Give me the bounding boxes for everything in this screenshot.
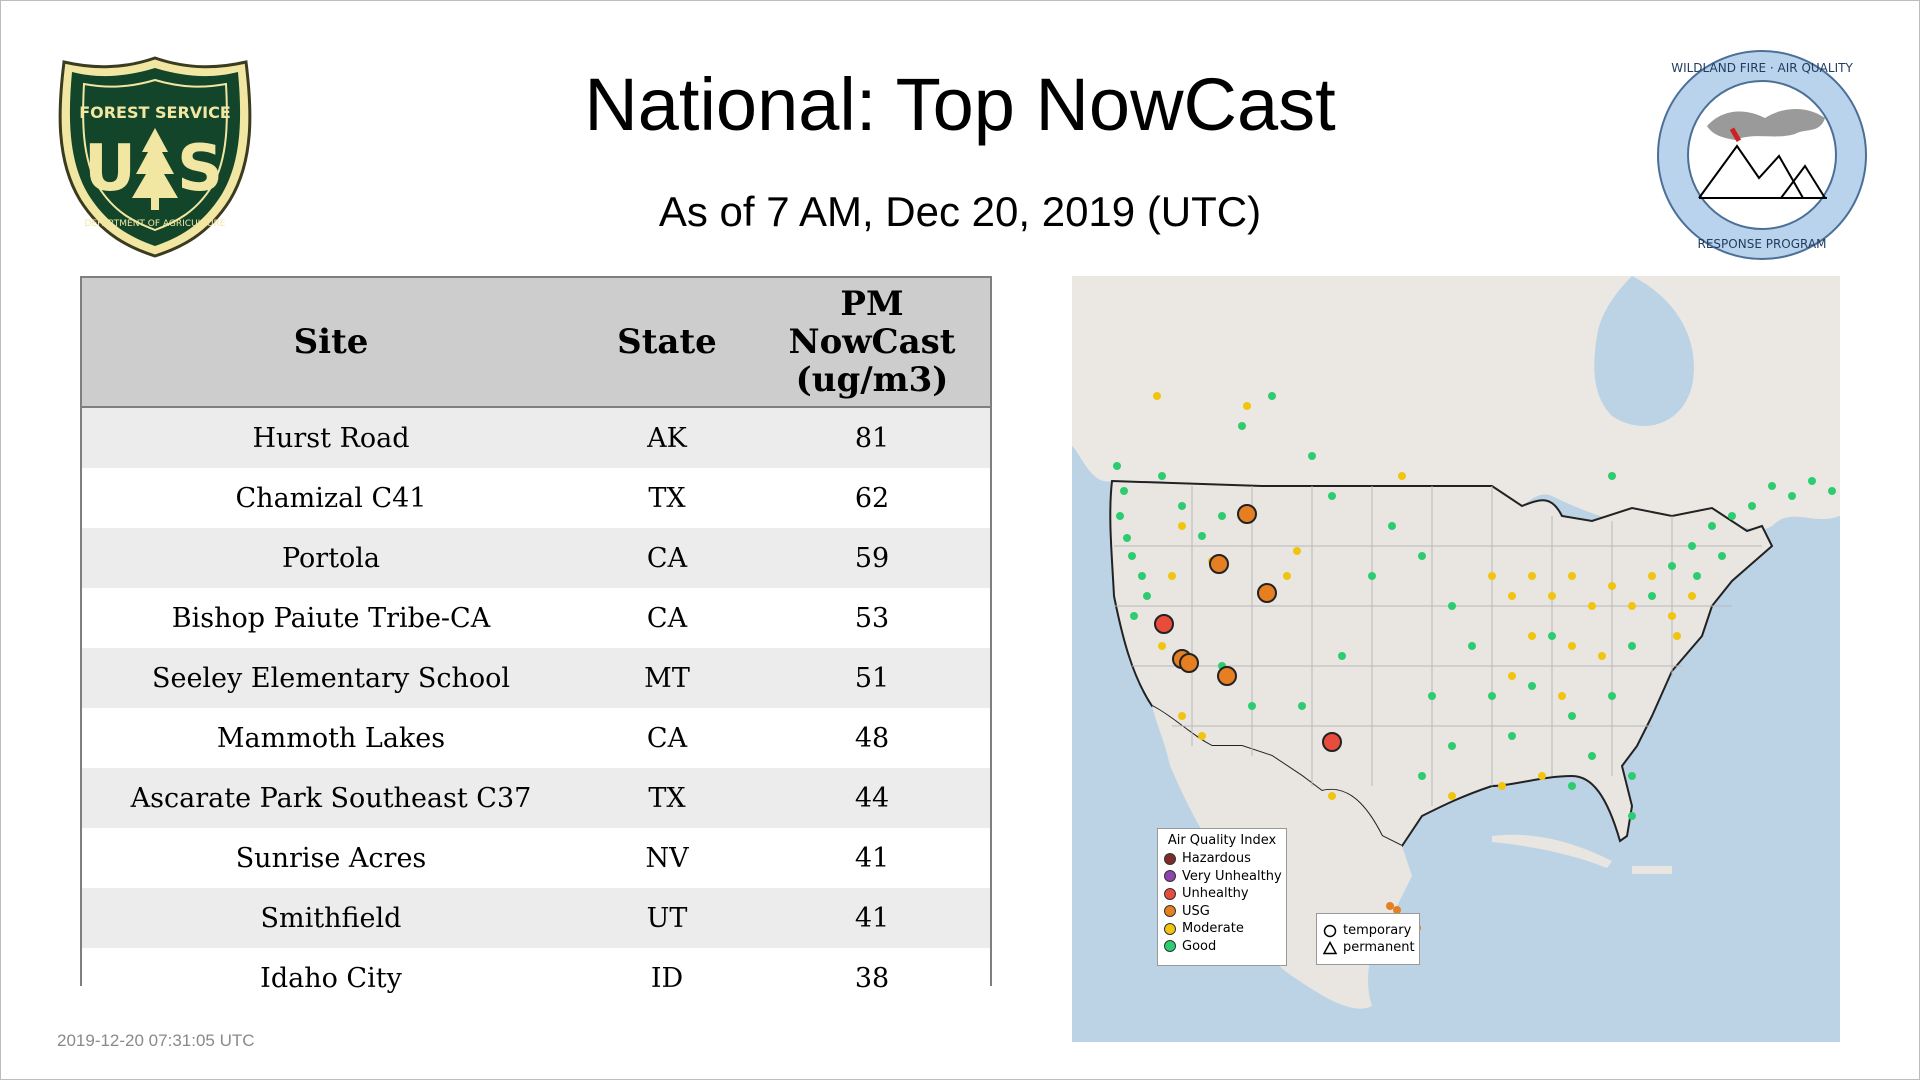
state-cell: CA [580, 588, 754, 648]
wfaq-bottom-text: RESPONSE PROGRAM [1698, 237, 1827, 251]
legend-label: Unhealthy [1182, 886, 1249, 902]
legend-item-permanent: permanent [1317, 939, 1419, 956]
site-cell: Mammoth Lakes [82, 708, 580, 768]
value-cell: 48 [754, 708, 990, 768]
state-cell: CA [580, 528, 754, 588]
value-cell: 53 [754, 588, 990, 648]
table-row: Bishop Paiute Tribe-CA CA 53 [82, 588, 990, 648]
value-cell: 41 [754, 828, 990, 888]
site-cell: Ascarate Park Southeast C37 [82, 768, 580, 828]
table-row: Hurst Road AK 81 [82, 407, 990, 468]
state-cell: UT [580, 888, 754, 948]
header-state: State [580, 278, 754, 408]
site-cell: Bishop Paiute Tribe-CA [82, 588, 580, 648]
wfaq-logo: WILDLAND FIRE · AIR QUALITY RESPONSE PRO… [1657, 50, 1867, 260]
legend-label: Good [1182, 938, 1217, 954]
circle-icon [1323, 924, 1337, 937]
page-subtitle: As of 7 AM, Dec 20, 2019 (UTC) [658, 188, 1262, 235]
moderate-sites [1153, 392, 1696, 800]
header-site: Site [82, 278, 580, 408]
unhealthy-sites [1154, 614, 1342, 752]
site-cell: Sunrise Acres [82, 828, 580, 888]
usfs-top-text: FOREST SERVICE [79, 103, 231, 122]
header-pm-line2: NowCast [788, 322, 956, 362]
usg-sites [1172, 504, 1277, 686]
legend-label: temporary [1343, 923, 1412, 938]
hudson-bay [1594, 276, 1694, 426]
table-row: Sunrise Acres NV 41 [82, 828, 990, 888]
svg-text:S: S [177, 132, 223, 206]
legend-item-good: Good [1158, 938, 1286, 956]
state-cell: MT [580, 648, 754, 708]
value-cell: 62 [754, 468, 990, 528]
site-cell: Smithfield [82, 888, 580, 948]
legend-label: Very Unhealthy [1182, 868, 1282, 884]
footer-timestamp: 2019-12-20 07:31:05 UTC [57, 1031, 255, 1050]
usg-dot-icon [1164, 905, 1176, 918]
header-pm-line1: PM [840, 284, 904, 324]
legend-item-very-unhealthy: Very Unhealthy [1158, 868, 1286, 886]
good-dot-icon [1164, 940, 1176, 953]
hazardous-dot-icon [1164, 852, 1176, 865]
header-pm: PM NowCast (ug/m3) [754, 278, 990, 408]
table-row: Smithfield UT 41 [82, 888, 990, 948]
wfaq-top-text: WILDLAND FIRE · AIR QUALITY [1671, 61, 1853, 75]
legend-label: Moderate [1182, 921, 1244, 937]
state-cell: CA [580, 708, 754, 768]
pine-tree-icon [132, 128, 178, 210]
legend-label: Hazardous [1182, 851, 1251, 867]
value-cell: 81 [754, 407, 990, 468]
good-sites [1113, 392, 1836, 820]
site-cell: Chamizal C41 [82, 468, 580, 528]
value-cell: 51 [754, 648, 990, 708]
usfs-bottom-text: DEPARTMENT OF AGRICULTURE [85, 219, 226, 229]
site-cell: Idaho City [82, 948, 580, 1008]
site-cell: Portola [82, 528, 580, 588]
site-cell: Hurst Road [82, 407, 580, 468]
value-cell: 59 [754, 528, 990, 588]
cuba [1492, 834, 1612, 868]
table-row: Idaho City ID 38 [82, 948, 990, 1008]
value-cell: 38 [754, 948, 990, 1008]
usfs-logo: FOREST SERVICE U S DEPARTMENT OF AGRICUL… [58, 56, 252, 258]
page-title: National: Top NowCast [584, 63, 1336, 146]
unhealthy-dot-icon [1164, 887, 1176, 900]
legend-label: USG [1182, 903, 1210, 919]
site-cell: Seeley Elementary School [82, 648, 580, 708]
hispaniola [1632, 866, 1672, 874]
us-land [1109, 479, 1774, 848]
state-cell: AK [580, 407, 754, 468]
svg-text:U: U [84, 132, 136, 206]
value-cell: 44 [754, 768, 990, 828]
table-row: Ascarate Park Southeast C37 TX 44 [82, 768, 990, 828]
state-cell: NV [580, 828, 754, 888]
aqi-map [1072, 276, 1840, 1042]
legend-item-temporary: temporary [1317, 922, 1419, 939]
legend-item-moderate: Moderate [1158, 920, 1286, 938]
aqi-legend: Air Quality Index Hazardous Very Unhealt… [1157, 828, 1287, 966]
legend-item-usg: USG [1158, 903, 1286, 921]
value-cell: 41 [754, 888, 990, 948]
header-pm-line3: (ug/m3) [795, 360, 949, 400]
table-row: Seeley Elementary School MT 51 [82, 648, 990, 708]
state-cell: TX [580, 768, 754, 828]
site-type-legend: temporary permanent [1316, 913, 1420, 965]
legend-title: Air Quality Index [1167, 833, 1277, 848]
moderate-dot-icon [1164, 922, 1176, 935]
table-row: Mammoth Lakes CA 48 [82, 708, 990, 768]
very-unhealthy-dot-icon [1164, 870, 1176, 883]
legend-item-hazardous: Hazardous [1158, 850, 1286, 868]
state-cell: ID [580, 948, 754, 1008]
table-row: Chamizal C41 TX 62 [82, 468, 990, 528]
legend-label: permanent [1343, 940, 1415, 955]
nowcast-table: Site State PM NowCast (ug/m3) Hurst Road… [80, 276, 992, 1008]
table-row: Portola CA 59 [82, 528, 990, 588]
triangle-icon [1323, 940, 1337, 954]
state-cell: TX [580, 468, 754, 528]
legend-item-unhealthy: Unhealthy [1158, 885, 1286, 903]
